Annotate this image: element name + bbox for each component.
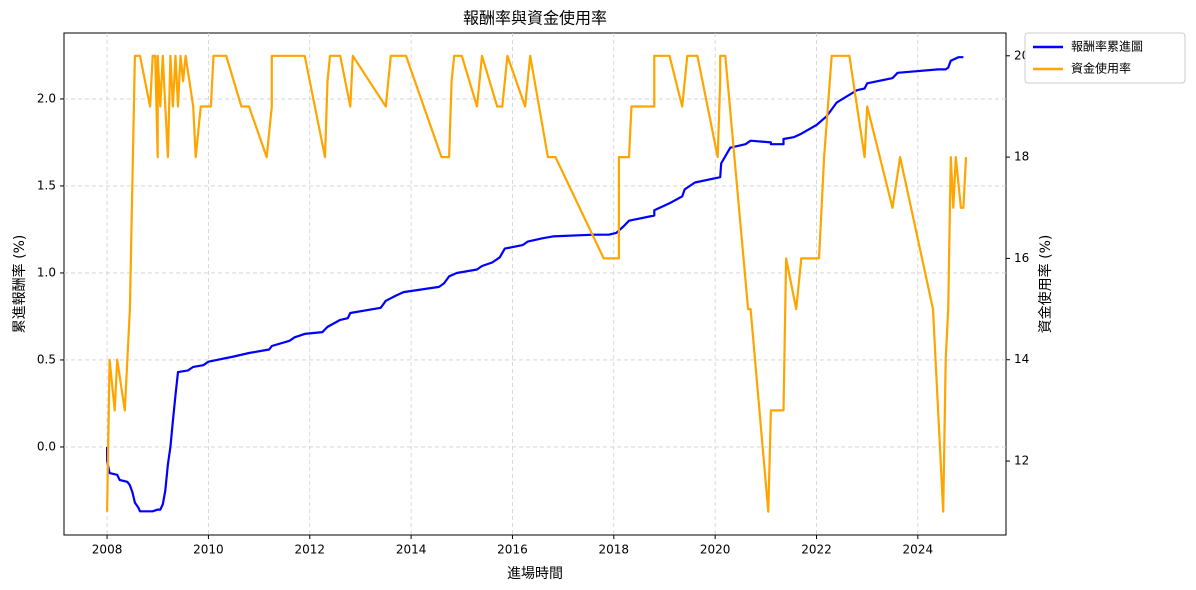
x-tick-label: 2014 — [396, 543, 427, 557]
legend-label: 報酬率累進圖 — [1071, 39, 1143, 54]
y-tick-label: 1.5 — [37, 178, 56, 192]
x-tick-label: 2022 — [801, 543, 832, 557]
data-line — [106, 54, 968, 513]
y2-tick-label: 18 — [1014, 150, 1029, 164]
data-line — [106, 56, 964, 513]
chart-title: 報酬率與資金使用率 — [463, 9, 607, 28]
y2-tick-label: 12 — [1014, 454, 1029, 468]
legend-label: 資金使用率 — [1071, 61, 1131, 76]
x-tick-label: 2024 — [903, 543, 934, 557]
y2-tick-label: 14 — [1014, 352, 1029, 366]
y-tick-label: 0.0 — [37, 439, 56, 453]
x-tick-label: 2020 — [700, 543, 731, 557]
x-tick-label: 2018 — [599, 543, 630, 557]
legend-box — [1024, 32, 1186, 84]
y2-axis-label: 資金使用率 (%) — [1037, 235, 1054, 334]
x-tick-label: 2016 — [497, 543, 528, 557]
y2-tick-label: 16 — [1014, 251, 1029, 265]
y-tick-label: 2.0 — [37, 91, 56, 105]
x-tick-label: 2010 — [193, 543, 224, 557]
y-tick-label: 0.5 — [37, 352, 56, 366]
plot-frame — [63, 32, 1007, 536]
y-axis-label: 累進報酬率 (%) — [11, 235, 28, 334]
y-tick-label: 1.0 — [37, 265, 56, 279]
x-tick-label: 2008 — [92, 543, 123, 557]
x-tick-label: 2012 — [294, 543, 325, 557]
x-axis-label: 進場時間 — [507, 566, 563, 582]
